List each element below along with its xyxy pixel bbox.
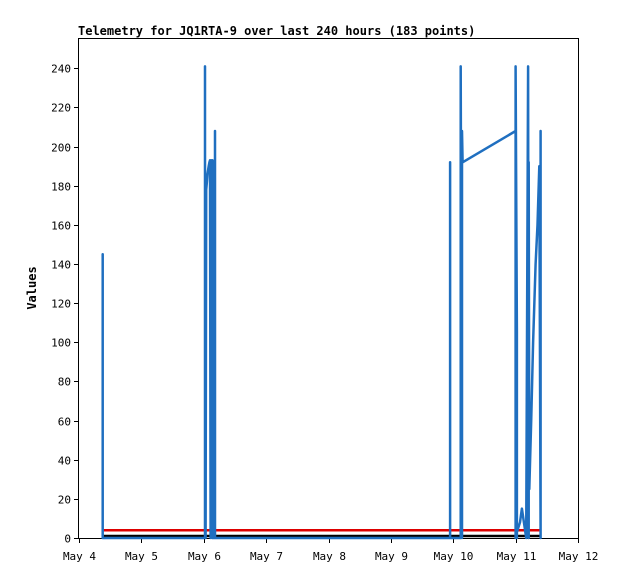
chart-title: Telemetry for JQ1RTA-9 over last 240 hou… [78, 24, 475, 38]
y-tick-label: 80 [58, 376, 71, 389]
y-tick-label: 140 [51, 259, 71, 272]
x-tick-label: May 5 [125, 550, 158, 563]
y-tick-label: 0 [64, 533, 71, 546]
y-tick-label: 160 [51, 220, 71, 233]
x-tick-label: May 11 [497, 550, 537, 563]
y-tick-label: 40 [58, 455, 71, 468]
x-tick-label: May 10 [434, 550, 474, 563]
series-layer [101, 65, 542, 540]
y-axis-label: Values [25, 266, 39, 309]
x-tick-label: May 12 [559, 550, 599, 563]
x-tick-label: May 7 [250, 550, 283, 563]
x-tick-label: May 6 [188, 550, 221, 563]
y-tick-label: 120 [51, 298, 71, 311]
y-tick-label: 60 [58, 416, 71, 429]
y-tick-label: 180 [51, 181, 71, 194]
y-tick-label: 240 [51, 63, 71, 76]
x-axis: May 4 May 5 May 6 May 7 May 8 May 9 May 10 May … [63, 538, 598, 563]
x-tick-label: May 9 [375, 550, 408, 563]
plot-frame [78, 38, 579, 539]
x-tick-label: May 8 [313, 550, 346, 563]
x-tick-label: May 4 [63, 550, 96, 563]
y-tick-label: 220 [51, 102, 71, 115]
y-axis: 0 20 40 60 80 100 120 140 160 180 200 220 240 [51, 63, 79, 546]
y-tick-label: 100 [51, 337, 71, 350]
y-tick-label: 200 [51, 142, 71, 155]
series-line-0 [101, 65, 542, 540]
y-tick-label: 20 [58, 494, 71, 507]
